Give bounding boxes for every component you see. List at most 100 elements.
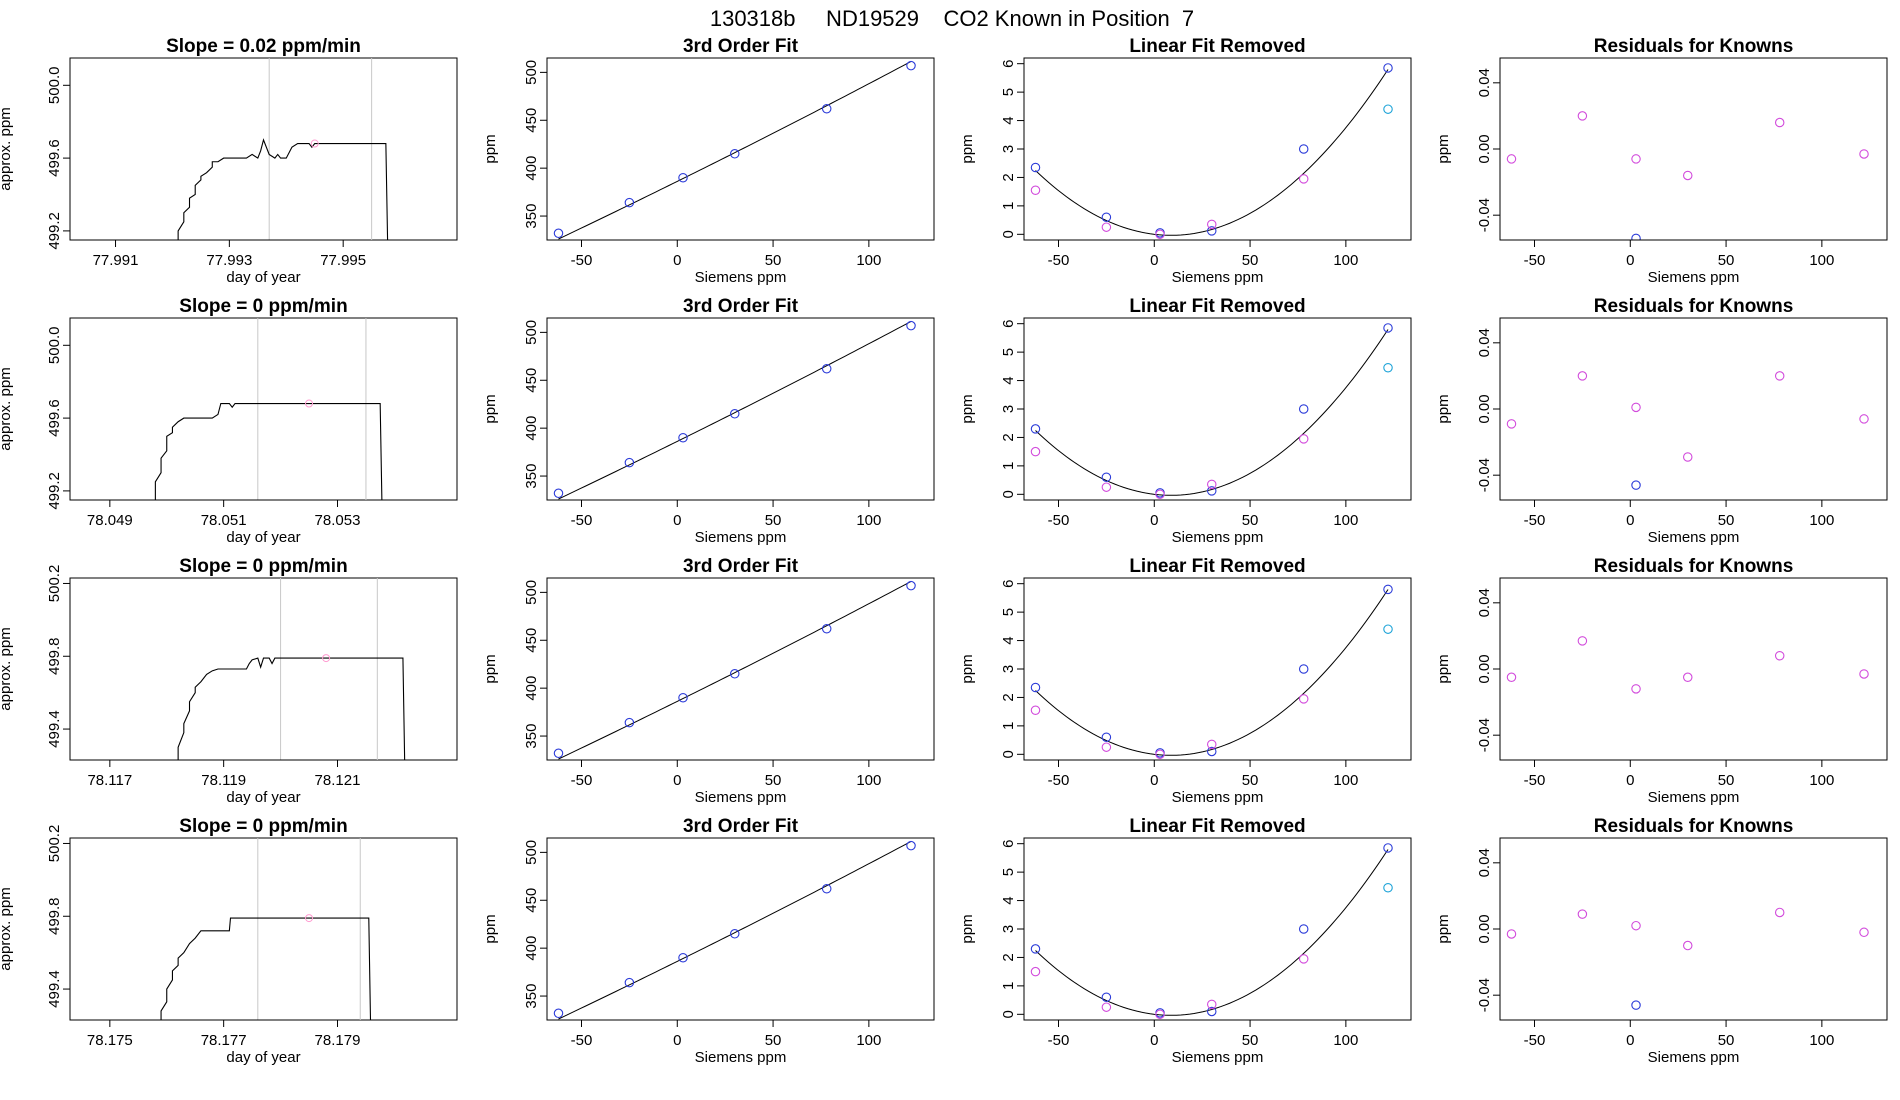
y-tick-label: -0.04 <box>1476 718 1493 752</box>
data-point-magenta <box>1298 434 1309 444</box>
mean-marker <box>310 139 319 148</box>
concentration-trace <box>177 657 423 760</box>
fit-curve <box>558 581 912 760</box>
data-point-blue <box>624 197 635 208</box>
y-tick-label: 4 <box>1000 636 1017 644</box>
data-point-magenta <box>1155 749 1165 760</box>
x-tick-label: 50 <box>1242 772 1259 789</box>
y-axis-label: approx. ppm <box>0 107 14 190</box>
y-axis-label: approx. ppm <box>0 887 14 970</box>
plot-frame <box>1023 57 1412 241</box>
x-tick-label: 0 <box>1150 772 1158 789</box>
x-axis-label: day of year <box>226 789 300 806</box>
y-tick-label: -0.04 <box>1476 978 1493 1012</box>
data-point-blue <box>906 580 916 591</box>
y-tick-label: 500 <box>523 580 540 605</box>
y-tick-label: -0.04 <box>1476 198 1493 232</box>
x-tick-label: -50 <box>1524 1032 1546 1049</box>
panel-ts1: Slope = 0.02 ppm/min 77.991 77.993 77.995 49… <box>0 36 458 286</box>
data-point-blue <box>1101 732 1112 742</box>
data-point-blue <box>553 748 564 759</box>
data-point-blue <box>906 840 916 851</box>
data-point-cyan <box>1383 363 1393 373</box>
y-tick-label: 350 <box>523 724 540 749</box>
x-tick-label: 78.177 <box>201 1032 247 1049</box>
y-tick-label: 1 <box>1000 462 1017 470</box>
y-tick-label: 4 <box>1000 116 1017 124</box>
plot-frame <box>1023 837 1412 1021</box>
data-point-cyan <box>1383 104 1393 114</box>
panel-title: Residuals for Knowns <box>1594 36 1794 57</box>
data-point-magenta <box>1859 149 1869 159</box>
data-point-blue <box>1298 924 1309 934</box>
y-tick-label: 2 <box>1000 953 1017 961</box>
data-point-magenta <box>1155 229 1165 240</box>
data-point-blue <box>1030 162 1041 173</box>
y-axis-label: ppm <box>1435 914 1452 943</box>
y-tick-label: 4 <box>1000 896 1017 904</box>
data-point-magenta <box>1030 446 1041 457</box>
x-tick-label: 0 <box>673 772 681 789</box>
fit-curve <box>1035 849 1389 1016</box>
plot-area <box>1506 907 1869 1010</box>
y-tick-label: 1 <box>1000 202 1017 210</box>
plot-frame <box>69 317 458 501</box>
y-tick-label: 450 <box>523 628 540 653</box>
y-axis-label: ppm <box>1435 394 1452 423</box>
y-tick-label: 350 <box>523 204 540 229</box>
plot-area <box>177 58 401 240</box>
plot-frame <box>1023 317 1412 501</box>
y-tick-label: 3 <box>1000 665 1017 673</box>
x-axis-label: Siemens ppm <box>1648 789 1740 806</box>
concentration-trace <box>177 138 401 240</box>
y-tick-label: 499.8 <box>46 637 63 675</box>
fit-curve <box>1035 589 1389 756</box>
x-tick-label: 50 <box>1242 1032 1259 1049</box>
x-tick-label: 100 <box>1809 772 1834 789</box>
y-axis-label: ppm <box>959 914 976 943</box>
y-tick-label: 3 <box>1000 925 1017 933</box>
y-axis-label: ppm <box>482 914 499 943</box>
plot-area <box>1506 636 1869 694</box>
mean-marker <box>322 654 331 663</box>
x-axis-label: Siemens ppm <box>1172 529 1264 546</box>
x-tick-label: 0 <box>673 512 681 529</box>
panel-title: Slope = 0 ppm/min <box>179 556 347 577</box>
y-tick-label: 350 <box>523 984 540 1009</box>
data-point-blue <box>1030 682 1041 693</box>
y-tick-label: 5 <box>1000 868 1017 876</box>
data-point-magenta <box>1577 636 1588 646</box>
x-tick-label: 0 <box>1626 1032 1634 1049</box>
data-point-blue <box>730 669 740 679</box>
panel-fit1: 3rd Order Fit -50 0 50 100 350 400 450 500 Siemen… <box>482 36 935 286</box>
data-point-blue <box>553 1008 564 1019</box>
panel-title: 3rd Order Fit <box>683 816 799 837</box>
panel-title: Linear Fit Removed <box>1129 556 1305 577</box>
x-tick-label: 100 <box>1333 1032 1358 1049</box>
x-axis-label: Siemens ppm <box>695 269 787 286</box>
y-tick-label: 450 <box>523 368 540 393</box>
y-tick-label: 3 <box>1000 145 1017 153</box>
data-point-blue <box>1631 480 1641 490</box>
y-axis-label: ppm <box>482 654 499 683</box>
y-tick-label: 499.6 <box>46 399 63 437</box>
data-point-blue <box>1383 584 1393 595</box>
panel-lin3: Linear Fit Removed -50 0 50 100 0 1 2 3 4 5 6 Siemen… <box>959 556 1412 806</box>
data-point-magenta <box>1030 966 1041 977</box>
plot-frame <box>1499 577 1888 761</box>
x-tick-label: 50 <box>1718 252 1735 269</box>
panel-ts3: Slope = 0 ppm/min 78.117 78.119 78.121 499.4… <box>0 556 458 806</box>
plot-frame <box>69 837 458 1021</box>
data-point-blue <box>678 952 688 963</box>
data-point-magenta <box>1298 174 1309 184</box>
fit-curve <box>1035 69 1389 236</box>
data-point-blue <box>624 717 635 728</box>
data-point-magenta <box>1298 954 1309 964</box>
figure-title: 130318b ND19529 CO2 Known in Position 7 <box>710 6 1194 31</box>
data-point-blue <box>906 320 916 331</box>
x-tick-label: 0 <box>1626 252 1634 269</box>
y-tick-label: 500.0 <box>46 327 63 365</box>
y-tick-label: 400 <box>523 156 540 181</box>
data-point-blue <box>678 432 688 443</box>
x-tick-label: 0 <box>1626 512 1634 529</box>
